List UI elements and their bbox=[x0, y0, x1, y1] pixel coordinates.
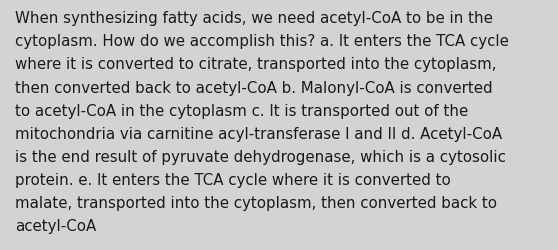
Text: mitochondria via carnitine acyl-transferase I and II d. Acetyl-CoA: mitochondria via carnitine acyl-transfer… bbox=[15, 126, 502, 141]
Text: When synthesizing fatty acids, we need acetyl-CoA to be in the: When synthesizing fatty acids, we need a… bbox=[15, 11, 493, 26]
Text: then converted back to acetyl-CoA b. Malonyl-CoA is converted: then converted back to acetyl-CoA b. Mal… bbox=[15, 80, 493, 95]
Text: where it is converted to citrate, transported into the cytoplasm,: where it is converted to citrate, transp… bbox=[15, 57, 497, 72]
Text: is the end result of pyruvate dehydrogenase, which is a cytosolic: is the end result of pyruvate dehydrogen… bbox=[15, 149, 506, 164]
Text: malate, transported into the cytoplasm, then converted back to: malate, transported into the cytoplasm, … bbox=[15, 195, 497, 210]
Text: protein. e. It enters the TCA cycle where it is converted to: protein. e. It enters the TCA cycle wher… bbox=[15, 172, 451, 187]
Text: to acetyl-CoA in the cytoplasm c. It is transported out of the: to acetyl-CoA in the cytoplasm c. It is … bbox=[15, 103, 468, 118]
Text: acetyl-CoA: acetyl-CoA bbox=[15, 218, 97, 233]
Text: cytoplasm. How do we accomplish this? a. It enters the TCA cycle: cytoplasm. How do we accomplish this? a.… bbox=[15, 34, 509, 49]
